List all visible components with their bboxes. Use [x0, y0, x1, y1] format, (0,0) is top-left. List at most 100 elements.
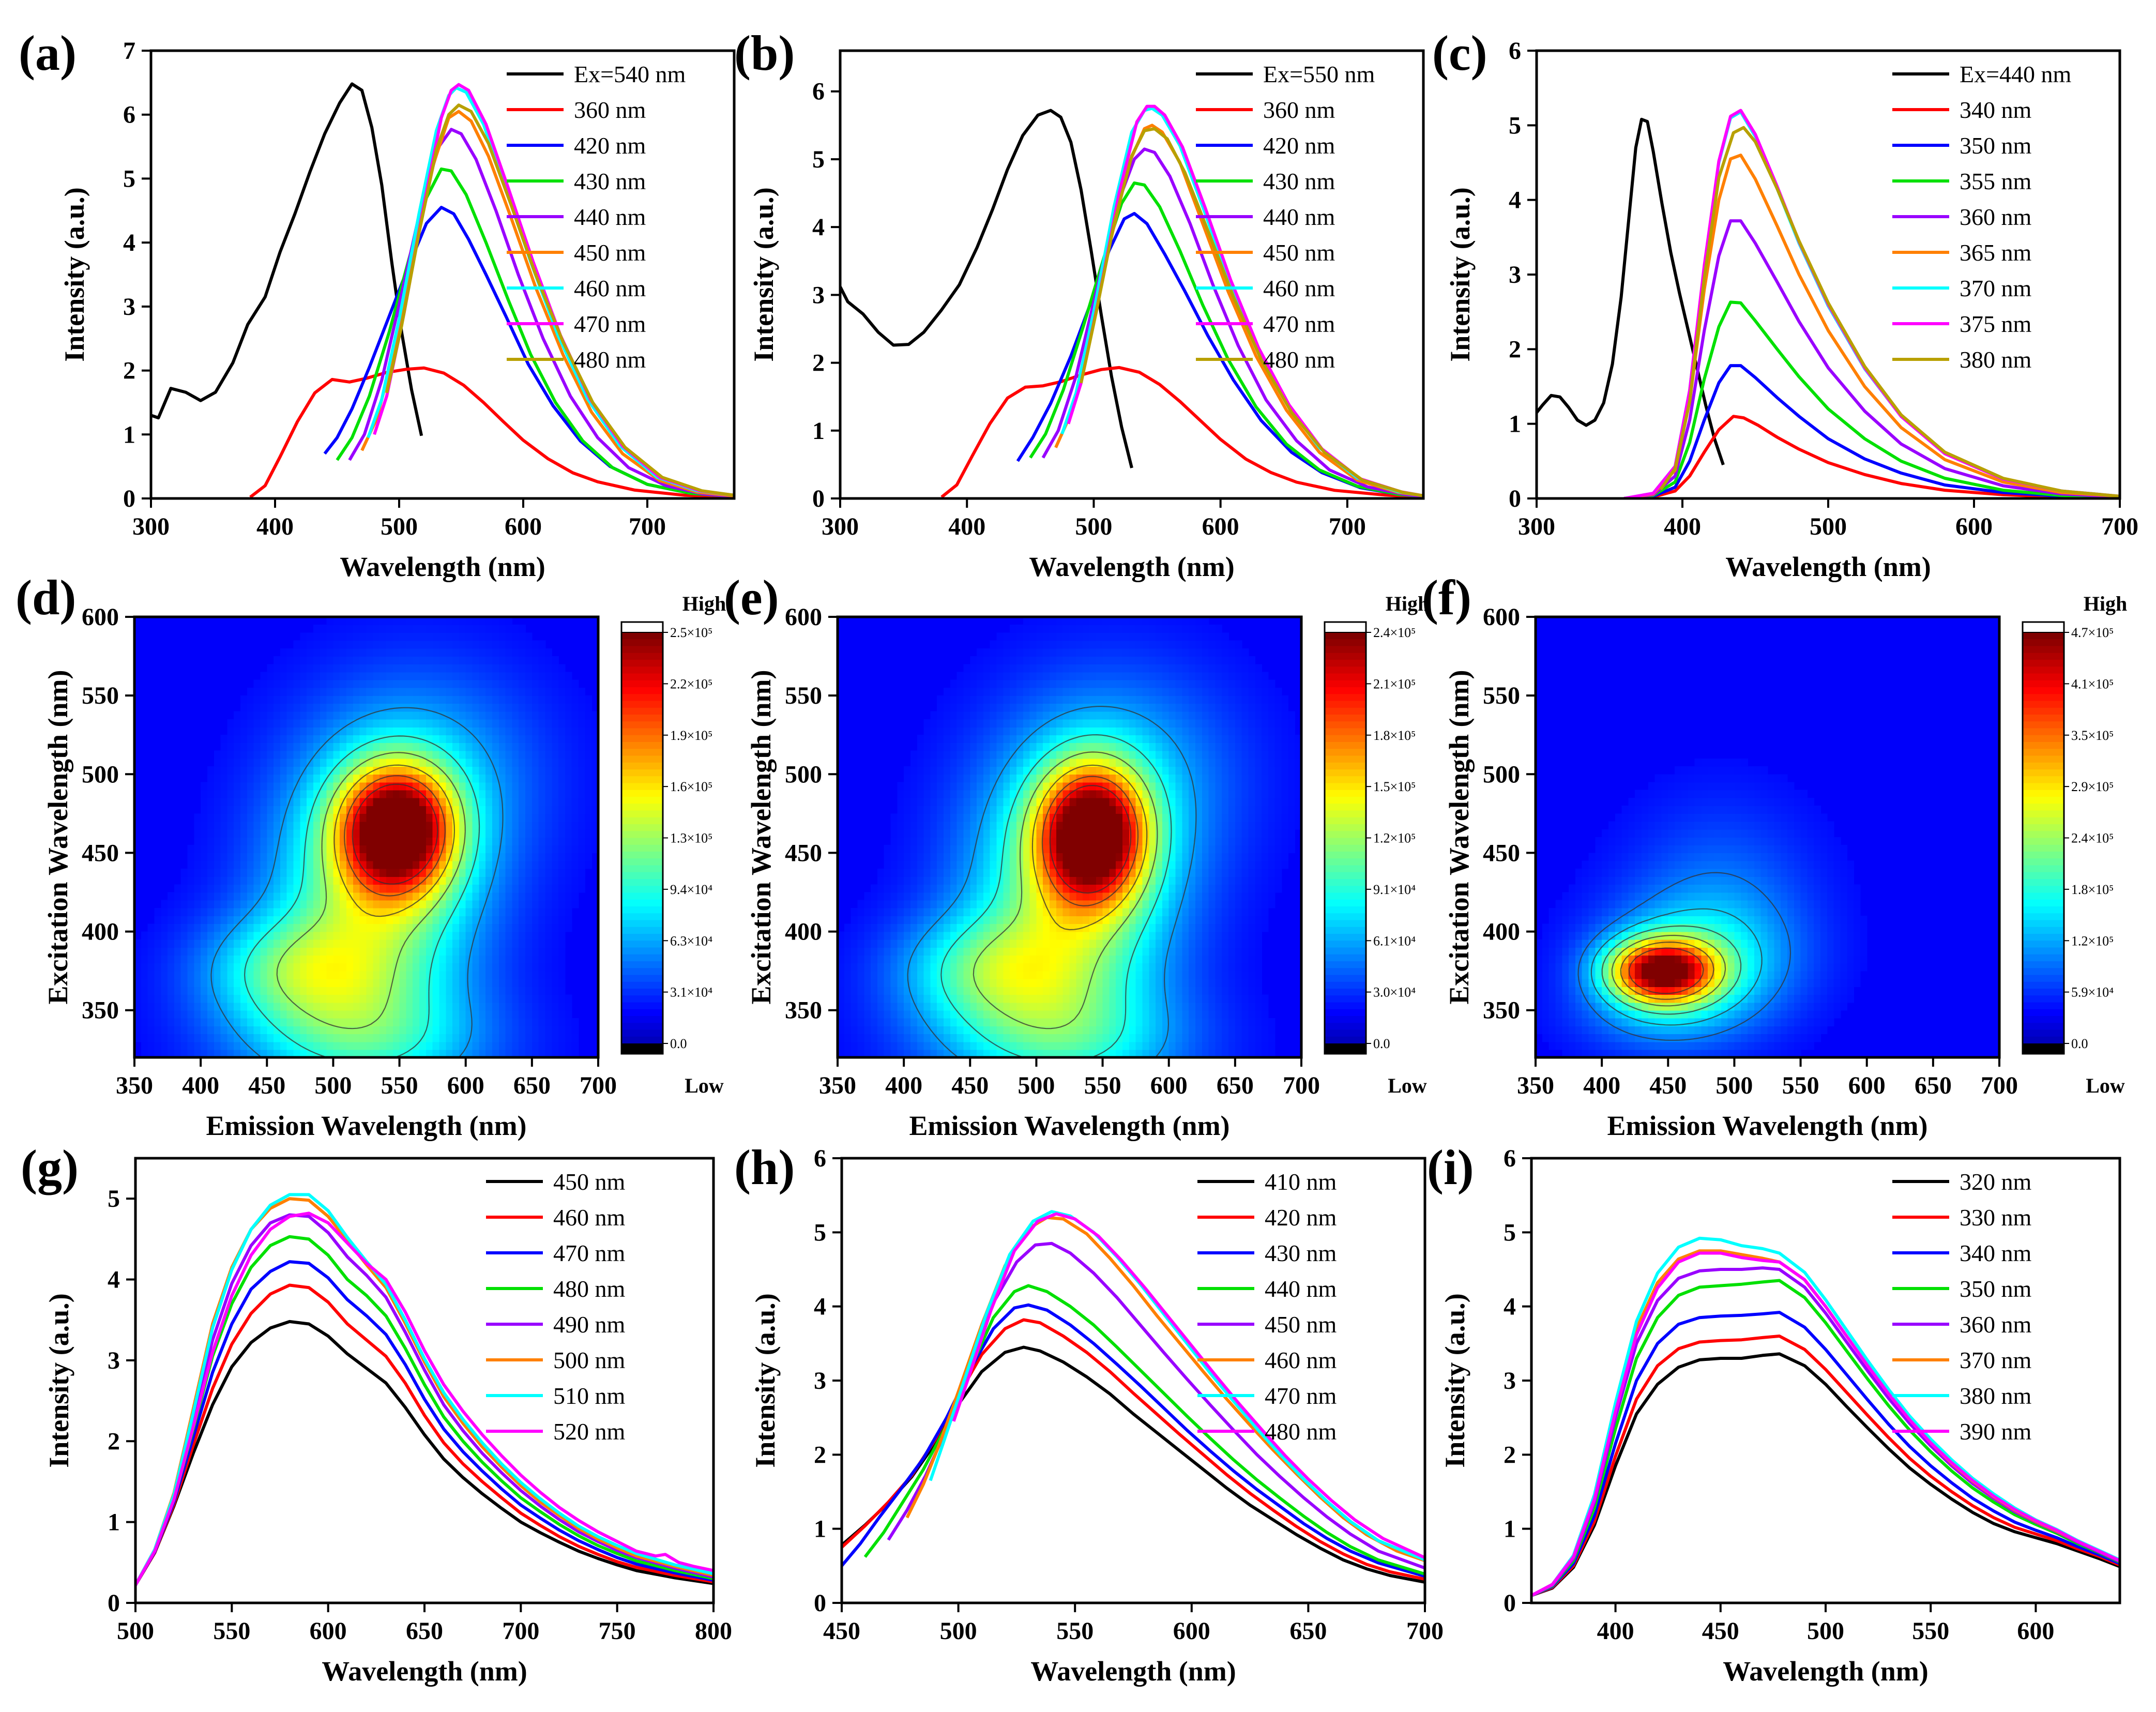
heatmap-cell [253, 766, 261, 775]
heatmap-cell [326, 687, 334, 696]
heatmap-cell [485, 719, 493, 728]
heatmap-cell [479, 853, 486, 861]
heatmap-cell [247, 743, 254, 751]
heatmap-cell [201, 1034, 208, 1042]
heatmap-cell [399, 632, 407, 641]
heatmap-cell [373, 648, 380, 657]
heatmap-cell [552, 845, 559, 854]
heatmap-cell [937, 853, 944, 861]
heatmap-cell [326, 711, 334, 720]
heatmap-cell [359, 679, 367, 688]
heatmap-cell [326, 1026, 334, 1035]
heatmap-cell [1003, 664, 1010, 673]
heatmap-cell [857, 971, 865, 979]
heatmap-cell [320, 750, 327, 759]
heatmap-cell [1036, 719, 1044, 728]
heatmap-cell [890, 884, 898, 893]
heatmap-cell [274, 829, 281, 838]
heatmap-cell [260, 829, 268, 838]
y-tick-label: 2 [1509, 336, 1521, 363]
heatmap-cell [565, 672, 572, 680]
heatmap-cell [286, 907, 294, 916]
heatmap-cell [333, 625, 341, 633]
heatmap-cell [1010, 994, 1017, 1003]
heatmap-cell [419, 640, 427, 649]
heatmap-cell [977, 727, 984, 736]
heatmap-cell [379, 829, 387, 838]
heatmap-cell [983, 994, 991, 1003]
heatmap-cell [565, 853, 572, 861]
heatmap-cell [871, 939, 878, 948]
heatmap-cell [154, 1041, 162, 1050]
heatmap-cell [538, 868, 546, 877]
heatmap-cell [313, 868, 321, 877]
heatmap-cell [247, 703, 254, 712]
heatmap-cell [168, 1002, 175, 1011]
heatmap-cell [392, 743, 400, 751]
heatmap-cell [452, 1018, 460, 1026]
heatmap-cell [280, 947, 287, 956]
heatmap-cell [459, 900, 466, 908]
heatmap-cell [1010, 1034, 1017, 1042]
heatmap-cell [937, 892, 944, 901]
heatmap-cell [1056, 1034, 1064, 1042]
heatmap-cell [492, 758, 499, 767]
heatmap-cell [180, 955, 188, 964]
heatmap-cell [1010, 743, 1017, 751]
heatmap-cell [558, 963, 566, 972]
heatmap-cell [963, 821, 971, 830]
heatmap-cell [977, 664, 984, 673]
heatmap-cell [426, 1041, 433, 1050]
heatmap-cell [293, 868, 301, 877]
heatmap-cell [240, 892, 248, 901]
heatmap-cell [479, 987, 486, 995]
series-line [1537, 117, 1725, 465]
heatmap-cell [333, 664, 341, 673]
heatmap-cell [207, 821, 215, 830]
heatmap-cell [1056, 1010, 1064, 1019]
series-line [1029, 181, 1423, 498]
heatmap-cell [512, 1002, 520, 1011]
heatmap-cell [578, 711, 586, 720]
heatmap-cell [392, 931, 400, 940]
heatmap-cell [485, 1010, 493, 1019]
heatmap-cell [525, 860, 533, 869]
heatmap-cell [240, 947, 248, 956]
heatmap-cell [373, 1034, 380, 1042]
heatmap-cell [439, 758, 447, 767]
heatmap-cell [247, 821, 254, 830]
heatmap-cell [406, 617, 413, 626]
heatmap-cell [392, 727, 400, 736]
heatmap-cell [399, 1026, 407, 1035]
heatmap-cell [320, 845, 327, 854]
heatmap-cell [930, 806, 938, 814]
heatmap-cell [373, 971, 380, 979]
heatmap-cell [1029, 923, 1037, 932]
heatmap-cell [313, 813, 321, 822]
heatmap-cell [313, 821, 321, 830]
heatmap-cell [937, 947, 944, 956]
heatmap-cell [300, 1002, 307, 1011]
heatmap-cell [1029, 947, 1037, 956]
heatmap-cell [963, 939, 971, 948]
heatmap-cell [558, 892, 566, 901]
heatmap-cell [1003, 687, 1010, 696]
heatmap-cell [373, 617, 380, 626]
heatmap-cell [386, 987, 393, 995]
heatmap-cell [340, 1018, 347, 1026]
heatmap-cell [558, 931, 566, 940]
heatmap-cell [498, 884, 506, 893]
heatmap-cell [990, 703, 997, 712]
heatmap-cell [1043, 955, 1050, 964]
heatmap-cell [413, 821, 420, 830]
heatmap-cell [247, 782, 254, 791]
heatmap-cell [844, 1010, 852, 1019]
heatmap-cell [1056, 845, 1064, 854]
heatmap-cell [234, 782, 241, 791]
heatmap-cell [585, 750, 592, 759]
heatmap-cell [465, 853, 473, 861]
heatmap-cell [313, 1034, 321, 1042]
heatmap-cell [1010, 955, 1017, 964]
heatmap-cell [970, 868, 977, 877]
heatmap-cell [479, 632, 486, 641]
